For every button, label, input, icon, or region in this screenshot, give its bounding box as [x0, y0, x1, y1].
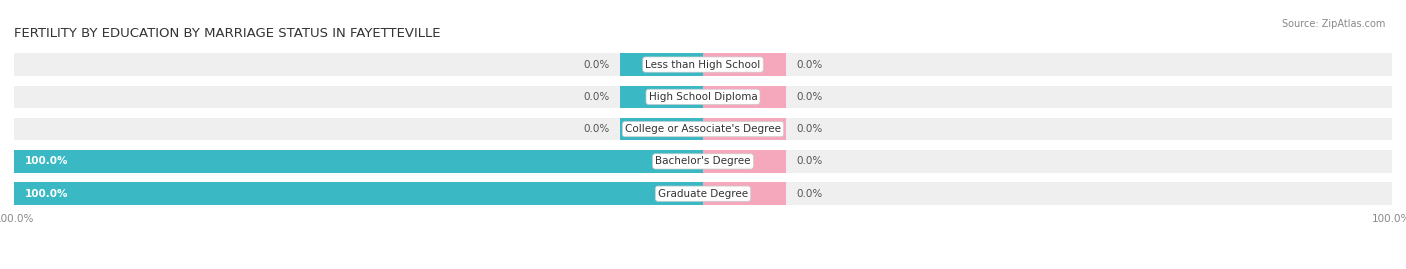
Text: 0.0%: 0.0% [583, 124, 610, 134]
Bar [703, 118, 786, 140]
Bar [14, 53, 1392, 76]
Bar [703, 182, 786, 205]
Text: 0.0%: 0.0% [583, 59, 610, 70]
Text: 100.0%: 100.0% [24, 156, 67, 167]
Text: Graduate Degree: Graduate Degree [658, 189, 748, 199]
Text: 0.0%: 0.0% [796, 92, 823, 102]
Bar [620, 118, 703, 140]
Text: 0.0%: 0.0% [796, 124, 823, 134]
Bar [620, 86, 703, 108]
Text: Source: ZipAtlas.com: Source: ZipAtlas.com [1281, 19, 1385, 29]
Bar [703, 86, 786, 108]
Text: 0.0%: 0.0% [796, 59, 823, 70]
Bar [703, 53, 786, 76]
Bar [620, 53, 703, 76]
Bar [703, 150, 786, 173]
Text: 100.0%: 100.0% [24, 189, 67, 199]
Bar [14, 118, 1392, 140]
Text: High School Diploma: High School Diploma [648, 92, 758, 102]
Bar [14, 150, 1392, 173]
Bar [14, 86, 1392, 108]
Bar [14, 150, 703, 173]
Bar [14, 182, 703, 205]
Text: 0.0%: 0.0% [796, 189, 823, 199]
Text: Less than High School: Less than High School [645, 59, 761, 70]
Bar [14, 182, 1392, 205]
Text: 0.0%: 0.0% [583, 92, 610, 102]
Text: FERTILITY BY EDUCATION BY MARRIAGE STATUS IN FAYETTEVILLE: FERTILITY BY EDUCATION BY MARRIAGE STATU… [14, 27, 440, 40]
Text: Bachelor's Degree: Bachelor's Degree [655, 156, 751, 167]
Text: College or Associate's Degree: College or Associate's Degree [626, 124, 780, 134]
Text: 0.0%: 0.0% [796, 156, 823, 167]
